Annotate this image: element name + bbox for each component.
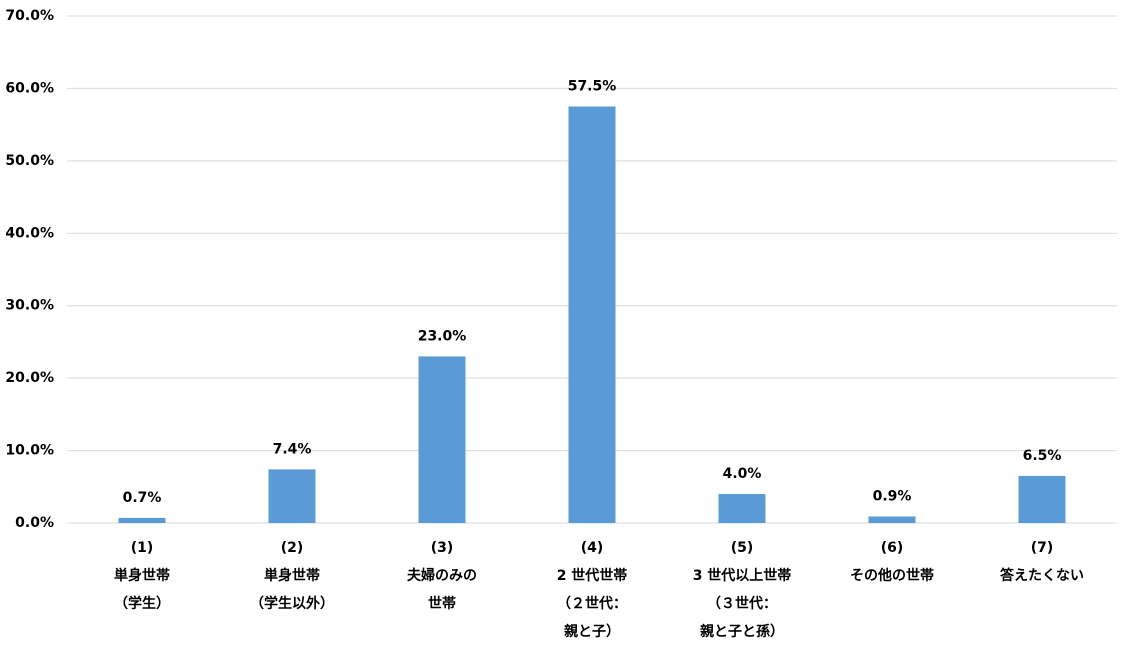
bar [418,356,466,523]
y-tick-label: 10.0% [5,443,54,459]
x-tick-label: （２世代： [557,595,627,612]
x-tick-label: 3 世代以上世帯 [693,567,792,584]
y-tick-label: 70.0% [5,8,54,24]
x-tick-label: (2) [281,540,304,556]
data-label: 7.4% [273,441,312,457]
data-label: 0.7% [123,490,162,506]
x-tick-label: (6) [881,540,904,556]
y-tick-label: 40.0% [5,225,54,241]
x-tick-label: (3) [431,540,454,556]
bar [118,517,166,523]
bar [568,106,616,524]
x-tick-label: (1) [131,540,154,556]
x-tick-label: （３世代： [707,595,777,612]
x-tick-label: 親と子と孫） [700,623,784,640]
bar [718,494,766,523]
y-tick-label: 30.0% [5,298,54,314]
data-label: 6.5% [1023,448,1062,464]
x-tick-label: 親と子） [564,623,620,640]
y-tick-label: 50.0% [5,153,54,169]
y-tick-label: 20.0% [5,370,54,386]
bar [868,516,916,523]
data-label: 4.0% [723,466,762,482]
data-label: 0.9% [873,488,912,504]
x-tick-label: 答えたくない [1000,567,1084,584]
data-label: 23.0% [418,328,467,344]
x-tick-label: 2 世代世帯 [557,567,628,584]
x-tick-label: 夫婦のみの [407,567,477,584]
x-tick-label: 単身世帯 [114,567,170,584]
x-tick-label: その他の世帯 [850,567,934,584]
x-tick-label: (5) [731,540,754,556]
x-tick-label: 単身世帯 [264,567,320,584]
x-tick-label: (7) [1031,540,1054,556]
x-tick-label: （学生以外） [250,595,334,612]
bar [268,469,316,523]
x-tick-label: （学生） [114,595,170,612]
x-tick-label: (4) [581,540,604,556]
bar [1018,475,1066,523]
x-tick-label: 世帯 [428,595,456,612]
y-tick-label: 0.0% [15,515,54,531]
y-tick-label: 60.0% [5,80,54,96]
data-label: 57.5% [568,79,617,95]
